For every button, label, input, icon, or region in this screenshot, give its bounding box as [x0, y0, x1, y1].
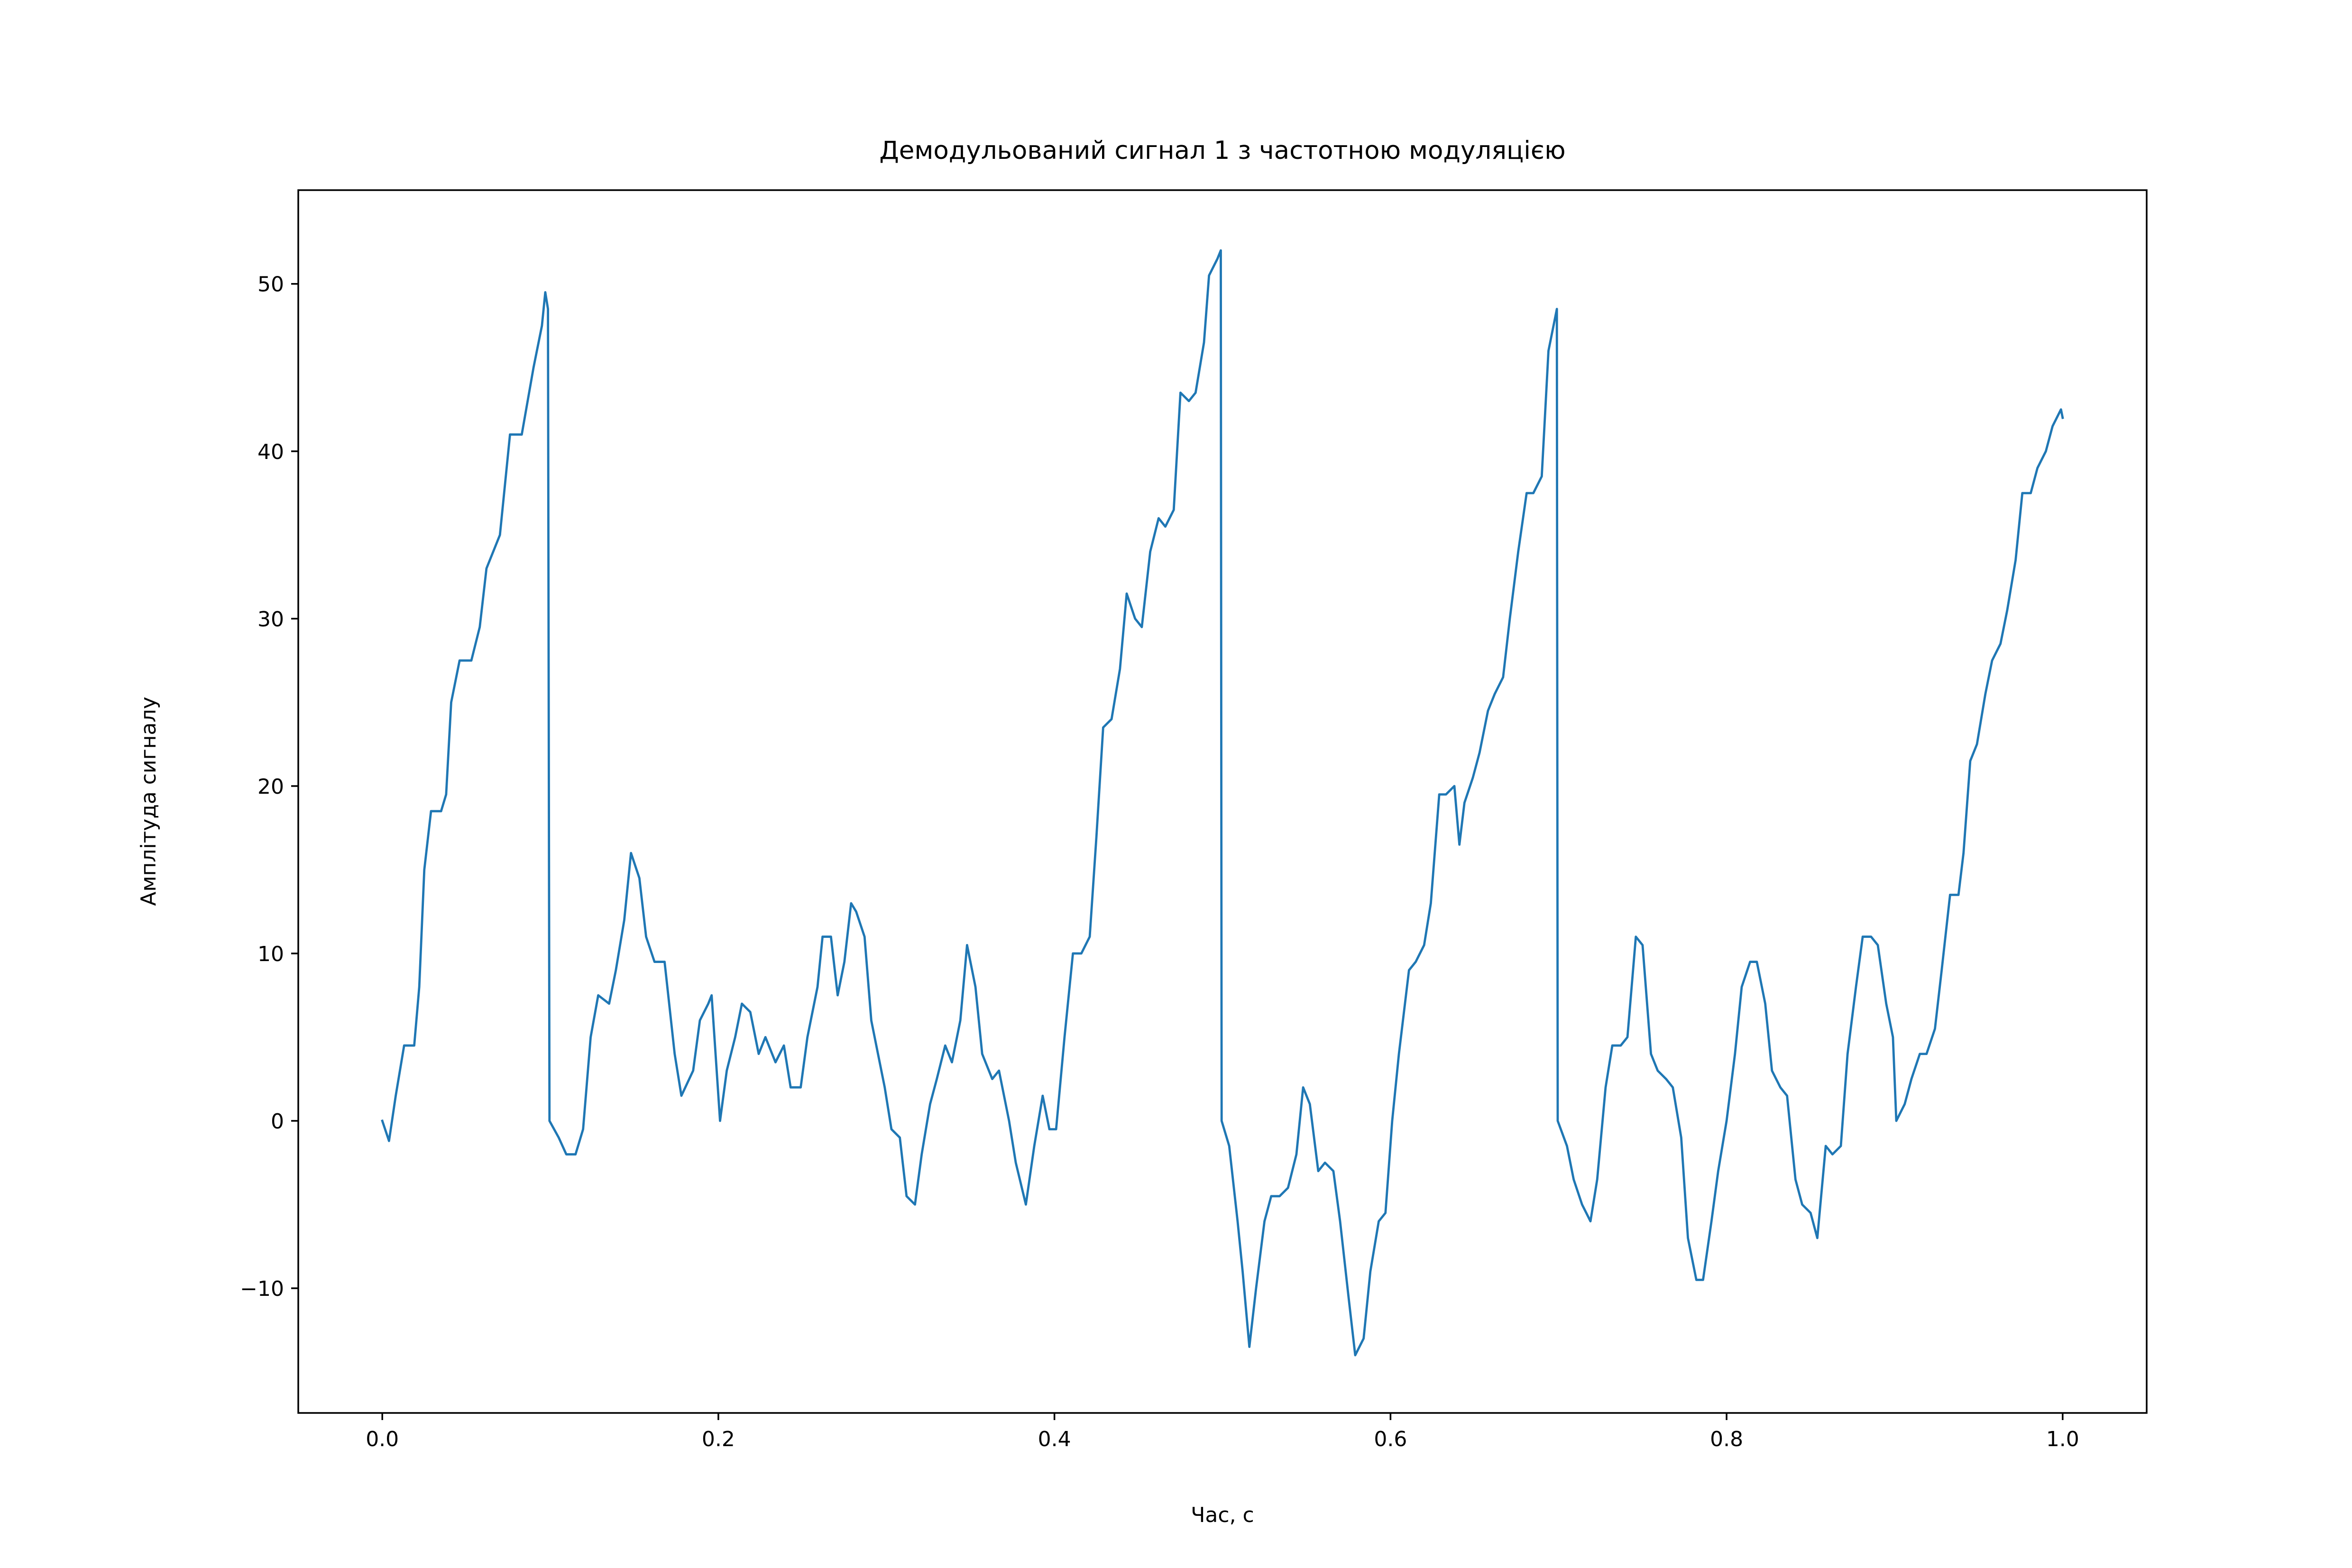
- axes-frame: [297, 189, 2148, 1414]
- y-tick-label: 20: [257, 775, 284, 799]
- x-tick-label: 0.2: [702, 1427, 735, 1451]
- y-tick-label: 30: [257, 607, 284, 632]
- y-tick-label: 40: [257, 440, 284, 464]
- y-tick-label: −10: [240, 1277, 284, 1301]
- x-tick-label: 0.8: [1710, 1427, 1743, 1451]
- y-tick-label: 0: [271, 1110, 284, 1134]
- x-tick-label: 0.6: [1374, 1427, 1407, 1451]
- y-tick-label: 10: [257, 942, 284, 966]
- y-axis-label: Амплітуда сигналу: [137, 697, 161, 906]
- x-tick-label: 1.0: [2046, 1427, 2079, 1451]
- signal-line: [381, 249, 2064, 1357]
- chart-title: Демодульований сигнал 1 з частотною моду…: [879, 136, 1565, 165]
- x-axis-label: Час, с: [1191, 1503, 1254, 1527]
- x-tick-label: 0.4: [1038, 1427, 1071, 1451]
- y-tick-label: 50: [257, 273, 284, 297]
- x-tick-label: 0.0: [366, 1427, 399, 1451]
